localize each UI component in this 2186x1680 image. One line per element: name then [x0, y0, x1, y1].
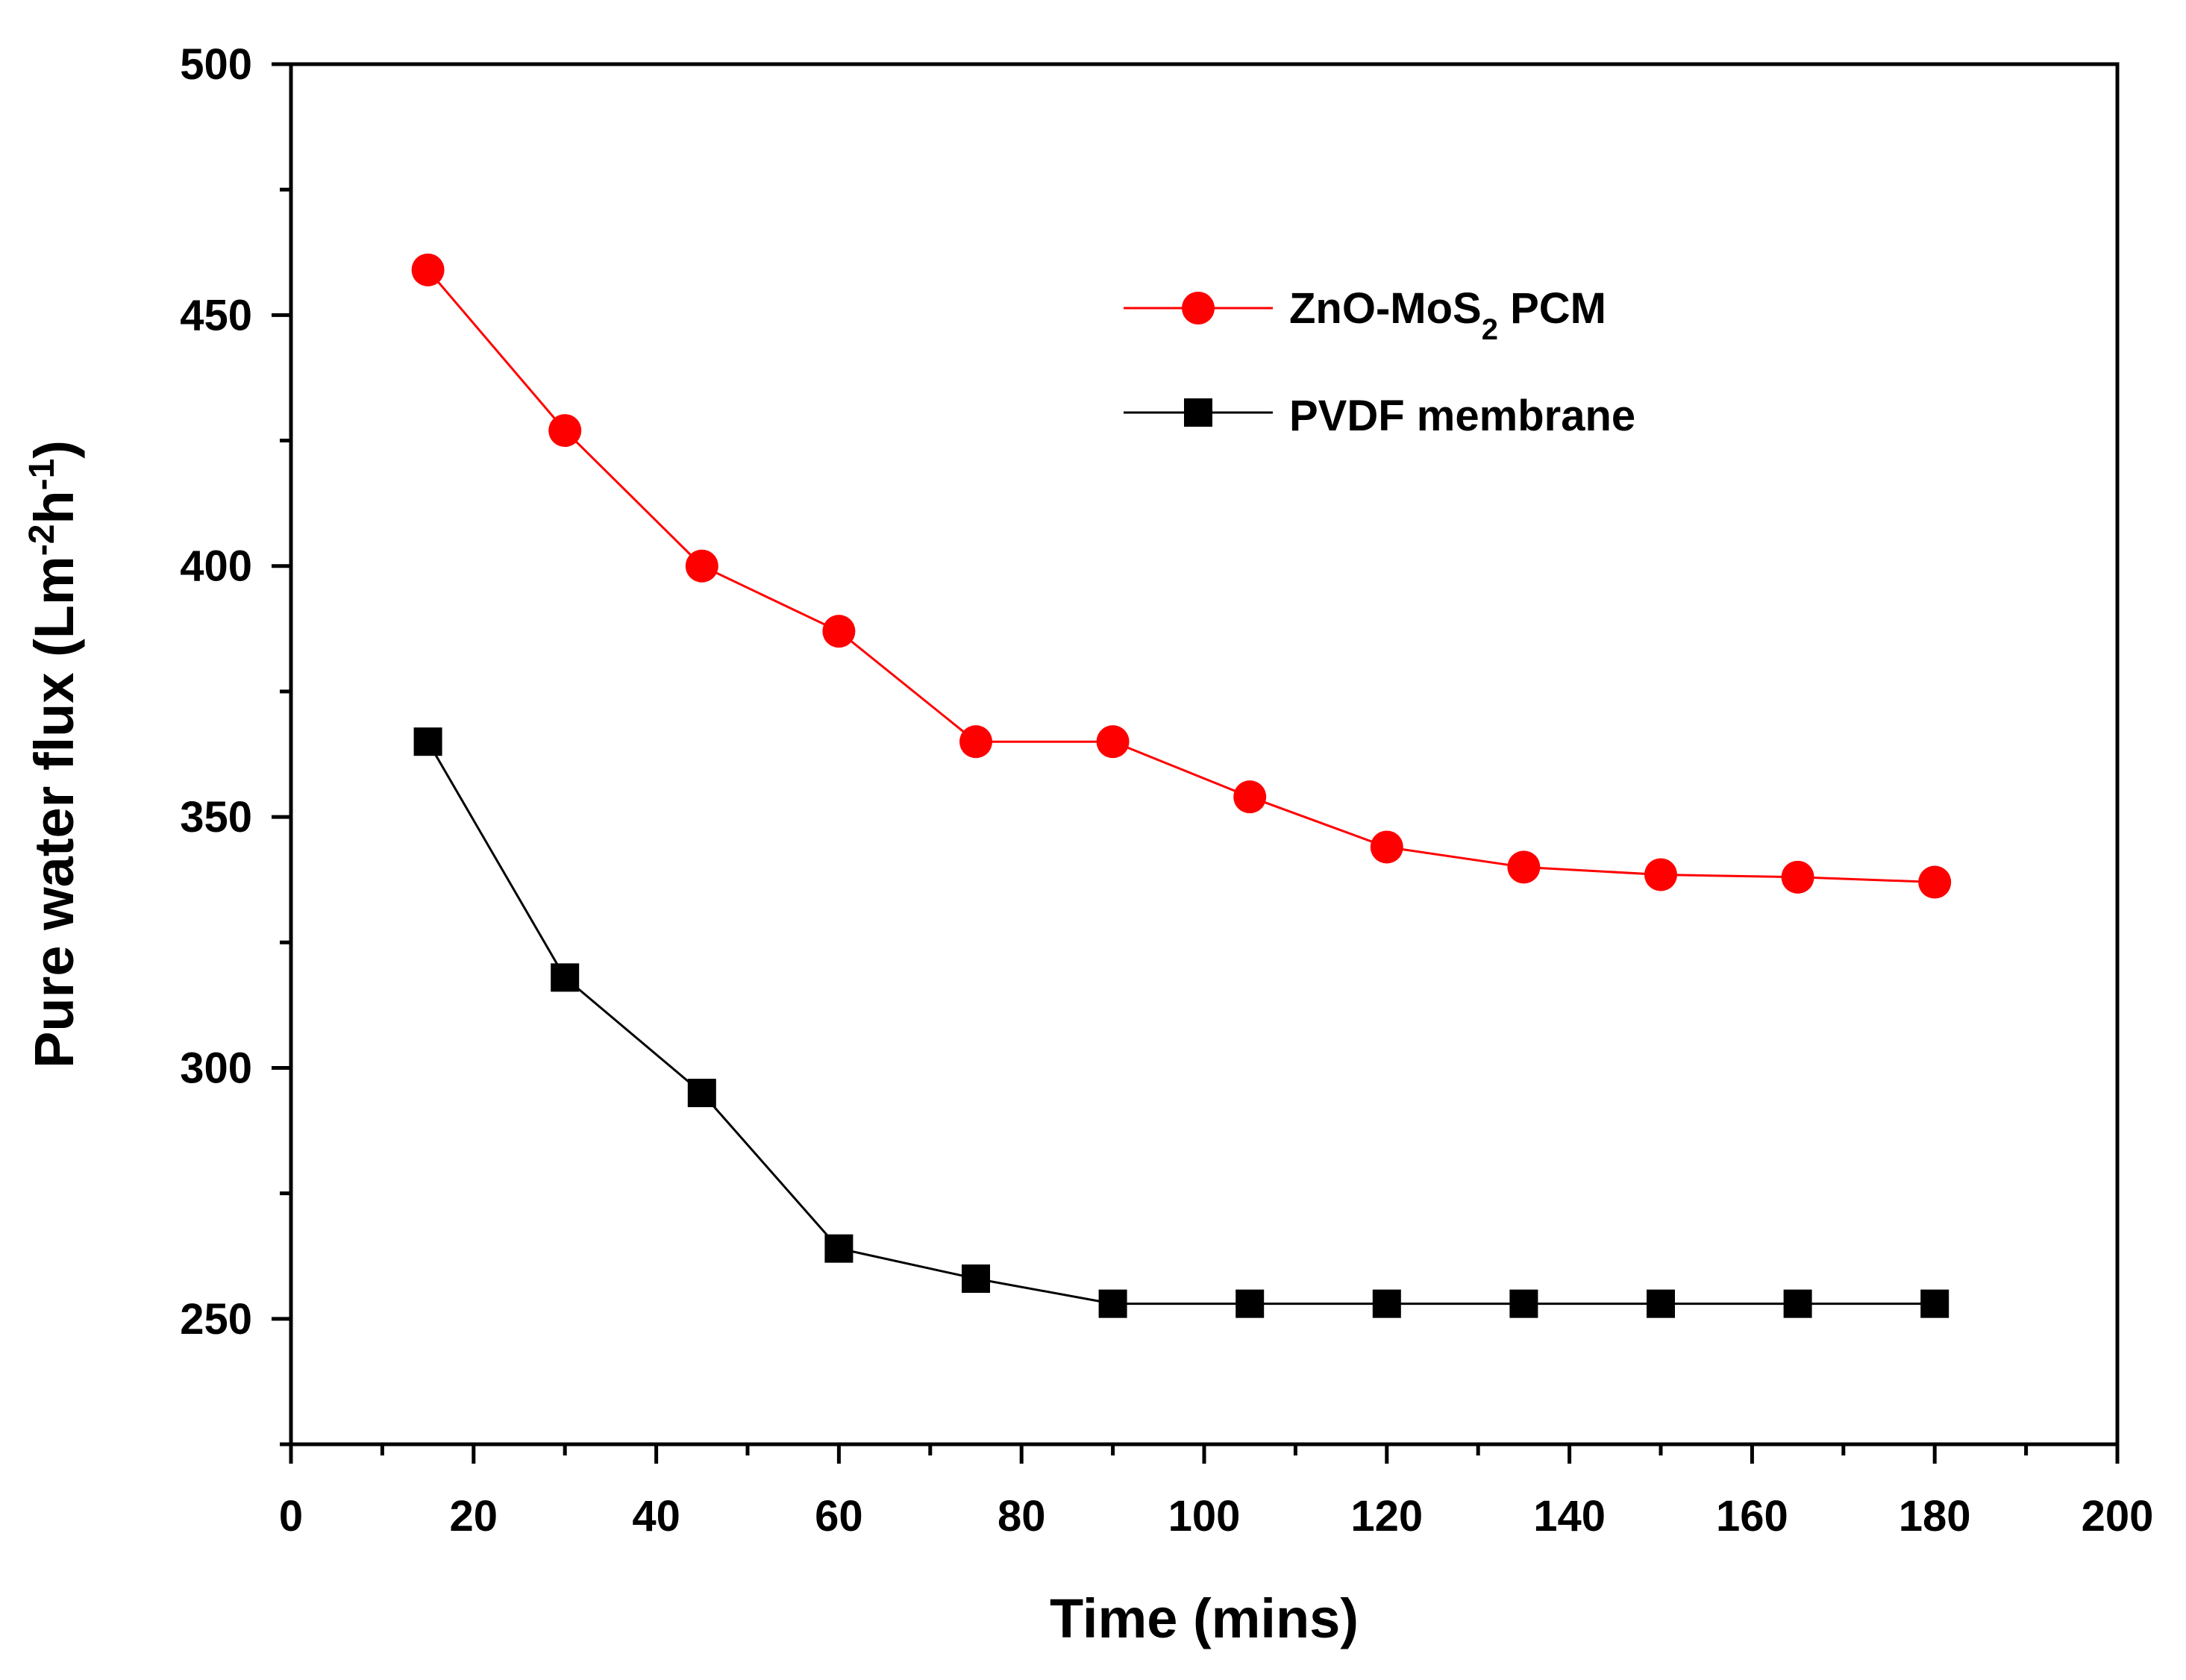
x-tick-label: 0: [279, 1492, 303, 1540]
y-tick-label: 500: [180, 40, 252, 89]
legend-marker-pvdf: [1184, 398, 1212, 427]
y-tick-label: 400: [180, 542, 252, 591]
x-axis-title: Time (mins): [1050, 1587, 1359, 1649]
data-point-zno-mos2: [1918, 865, 1952, 899]
x-tick-label: 200: [2082, 1492, 2154, 1540]
data-point-pvdf: [1783, 1289, 1812, 1318]
data-point-zno-mos2: [1233, 780, 1267, 814]
y-tick-label: 350: [180, 793, 252, 841]
data-point-zno-mos2: [548, 414, 582, 448]
y-tick-label: 450: [180, 291, 252, 339]
data-point-zno-mos2: [411, 253, 445, 286]
x-tick-label: 160: [1716, 1492, 1788, 1540]
legend-entry-zno-mos2: ZnO-MoS2 PCM: [1124, 284, 1606, 346]
svg-text:Pure water flux (Lm-2h-1): Pure water flux (Lm-2h-1): [22, 440, 86, 1068]
data-point-pvdf: [1098, 1289, 1127, 1318]
legend: ZnO-MoS2 PCM PVDF membrane: [1124, 284, 1635, 440]
plot-frame: [289, 62, 2120, 1447]
series-line-pvdf: [427, 741, 1935, 1306]
data-point-pvdf: [1236, 1289, 1265, 1318]
x-tick-label: 140: [1533, 1492, 1606, 1540]
legend-label-zno-mos2: ZnO-MoS2 PCM: [1289, 284, 1606, 346]
y-tick-label: 300: [180, 1044, 252, 1092]
x-tick-label: 60: [815, 1492, 863, 1540]
data-point-pvdf: [551, 963, 580, 992]
data-point-pvdf: [1920, 1289, 1949, 1318]
series-line-zno-mos2: [427, 269, 1935, 883]
legend-marker-zno-mos2: [1182, 292, 1215, 325]
data-point-pvdf: [1372, 1289, 1401, 1318]
data-point-zno-mos2: [1370, 830, 1403, 864]
data-point-pvdf: [824, 1234, 854, 1263]
x-tick-label: 80: [998, 1492, 1046, 1540]
x-tick-label: 40: [632, 1492, 680, 1540]
data-point-zno-mos2: [959, 725, 992, 759]
data-point-pvdf: [687, 1079, 716, 1108]
y-tick-label: 250: [180, 1295, 252, 1344]
x-tick-label: 120: [1350, 1492, 1423, 1540]
axis-ticks: [272, 62, 2120, 1464]
legend-entry-pvdf: PVDF membrane: [1124, 392, 1635, 440]
data-point-pvdf: [1509, 1289, 1538, 1318]
data-point-pvdf: [413, 727, 442, 756]
tick-labels: 0 20 40 60 80 100 120 140 160 180 200 250 300 350 400 4…: [180, 40, 2153, 1540]
data-point-pvdf: [962, 1264, 990, 1293]
y-axis-title: Pure water flux (Lm-2h-1): [22, 440, 86, 1068]
data-point-zno-mos2: [1644, 858, 1677, 891]
data-point-zno-mos2: [822, 615, 856, 648]
data-point-zno-mos2: [685, 549, 718, 583]
data-point-pvdf: [1647, 1289, 1675, 1318]
x-tick-label: 20: [450, 1492, 498, 1540]
series-group: [411, 253, 1952, 1318]
data-point-zno-mos2: [1507, 850, 1541, 884]
legend-label-pvdf: PVDF membrane: [1289, 392, 1635, 440]
data-point-zno-mos2: [1096, 725, 1130, 759]
data-point-zno-mos2: [1781, 860, 1814, 894]
x-tick-label: 180: [1899, 1492, 1971, 1540]
x-tick-label: 100: [1168, 1492, 1241, 1540]
